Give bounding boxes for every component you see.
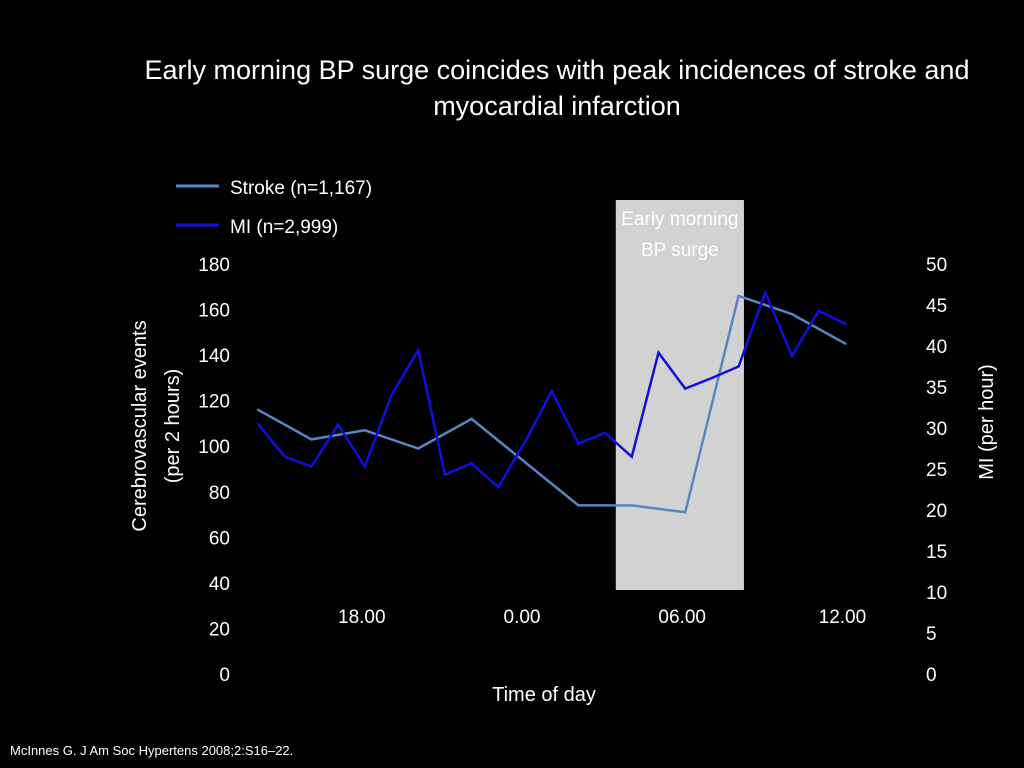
y-left-tick-label: 0: [219, 665, 230, 686]
data-point-mi: [283, 455, 286, 458]
data-point-mi: [603, 431, 607, 435]
y-right-tick-label: 10: [926, 583, 947, 604]
data-point-stroke: [470, 417, 473, 421]
data-point-mi: [790, 354, 794, 358]
y-right-tick-label: 5: [926, 624, 937, 645]
data-point-mi: [577, 442, 580, 445]
data-point-stroke: [523, 460, 527, 464]
y-left-tick-label: 140: [198, 346, 230, 367]
x-tick-label: 18.00: [338, 607, 386, 628]
y-right-tick-label: 20: [926, 501, 947, 522]
data-point-mi: [817, 309, 820, 312]
y-left-tick-label: 80: [209, 483, 230, 504]
data-point-mi: [390, 394, 393, 397]
y-right-tick-label: 25: [926, 460, 947, 481]
y-left-tick-label: 40: [209, 574, 230, 595]
x-axis-label: Time of day: [492, 684, 596, 706]
data-point-stroke: [790, 312, 794, 316]
y-left-axis-label: Cerebrovascular events: [129, 320, 151, 531]
y-left-tick-label: 120: [198, 392, 230, 413]
y-right-tick-label: 15: [926, 542, 947, 563]
surge-highlight-label: Early morning: [621, 209, 738, 230]
y-left-tick-label: 180: [198, 255, 230, 276]
data-point-stroke: [577, 504, 580, 507]
y-right-tick-label: 35: [926, 378, 947, 399]
data-point-mi: [310, 465, 313, 468]
data-point-stroke: [417, 447, 420, 450]
series-line-stroke: [257, 294, 847, 514]
series-line-mi: [257, 289, 846, 489]
data-point-stroke: [630, 504, 633, 507]
y-right-tick-label: 0: [926, 665, 937, 686]
data-point-stroke: [844, 342, 847, 345]
data-point-mi: [737, 365, 740, 368]
y-right-tick-label: 30: [926, 419, 947, 440]
data-point-mi: [844, 322, 847, 326]
legend-label: Stroke (n=1,167): [230, 178, 372, 199]
y-left-tick-label: 60: [209, 528, 230, 549]
data-point-mi: [684, 387, 687, 390]
x-tick-label: 06.00: [658, 607, 706, 628]
data-point-stroke: [684, 511, 687, 514]
data-point-mi: [470, 462, 473, 465]
y-right-axis-label: MI (per hour): [976, 364, 998, 480]
surge-highlight-label: BP surge: [641, 240, 719, 261]
data-point-stroke: [363, 429, 366, 432]
data-point-mi: [550, 389, 553, 393]
y-left-tick-label: 160: [198, 301, 230, 322]
data-point-mi: [523, 440, 527, 444]
data-point-stroke: [737, 294, 740, 298]
data-point-mi: [256, 422, 260, 426]
y-left-tick-label: 100: [198, 437, 230, 458]
y-right-tick-label: 50: [926, 255, 947, 276]
y-right-tick-label: 40: [926, 337, 947, 358]
data-point-mi: [336, 423, 340, 426]
y-left-axis-label: (per 2 hours): [162, 369, 184, 484]
y-right-tick-label: 45: [926, 296, 947, 317]
y-left-tick-label: 20: [209, 619, 230, 640]
data-point-stroke: [310, 438, 313, 441]
legend-label: MI (n=2,999): [230, 217, 338, 238]
data-point-mi: [764, 291, 767, 294]
x-tick-label: 0.00: [504, 607, 541, 628]
data-point-mi: [363, 465, 366, 468]
surge-highlight-band: [615, 200, 744, 590]
data-point-mi: [657, 351, 660, 354]
x-tick-label: 12.00: [819, 607, 867, 628]
slide-title: Early morning BP surge coincides with pe…: [144, 55, 970, 121]
data-point-mi: [417, 348, 420, 352]
citation: McInnes G. J Am Soc Hypertens 2008;2:S16…: [10, 743, 294, 758]
data-point-mi: [497, 485, 500, 489]
data-point-mi: [710, 376, 714, 380]
data-point-mi: [630, 455, 633, 458]
data-point-stroke: [256, 408, 260, 411]
data-point-mi: [443, 473, 447, 476]
